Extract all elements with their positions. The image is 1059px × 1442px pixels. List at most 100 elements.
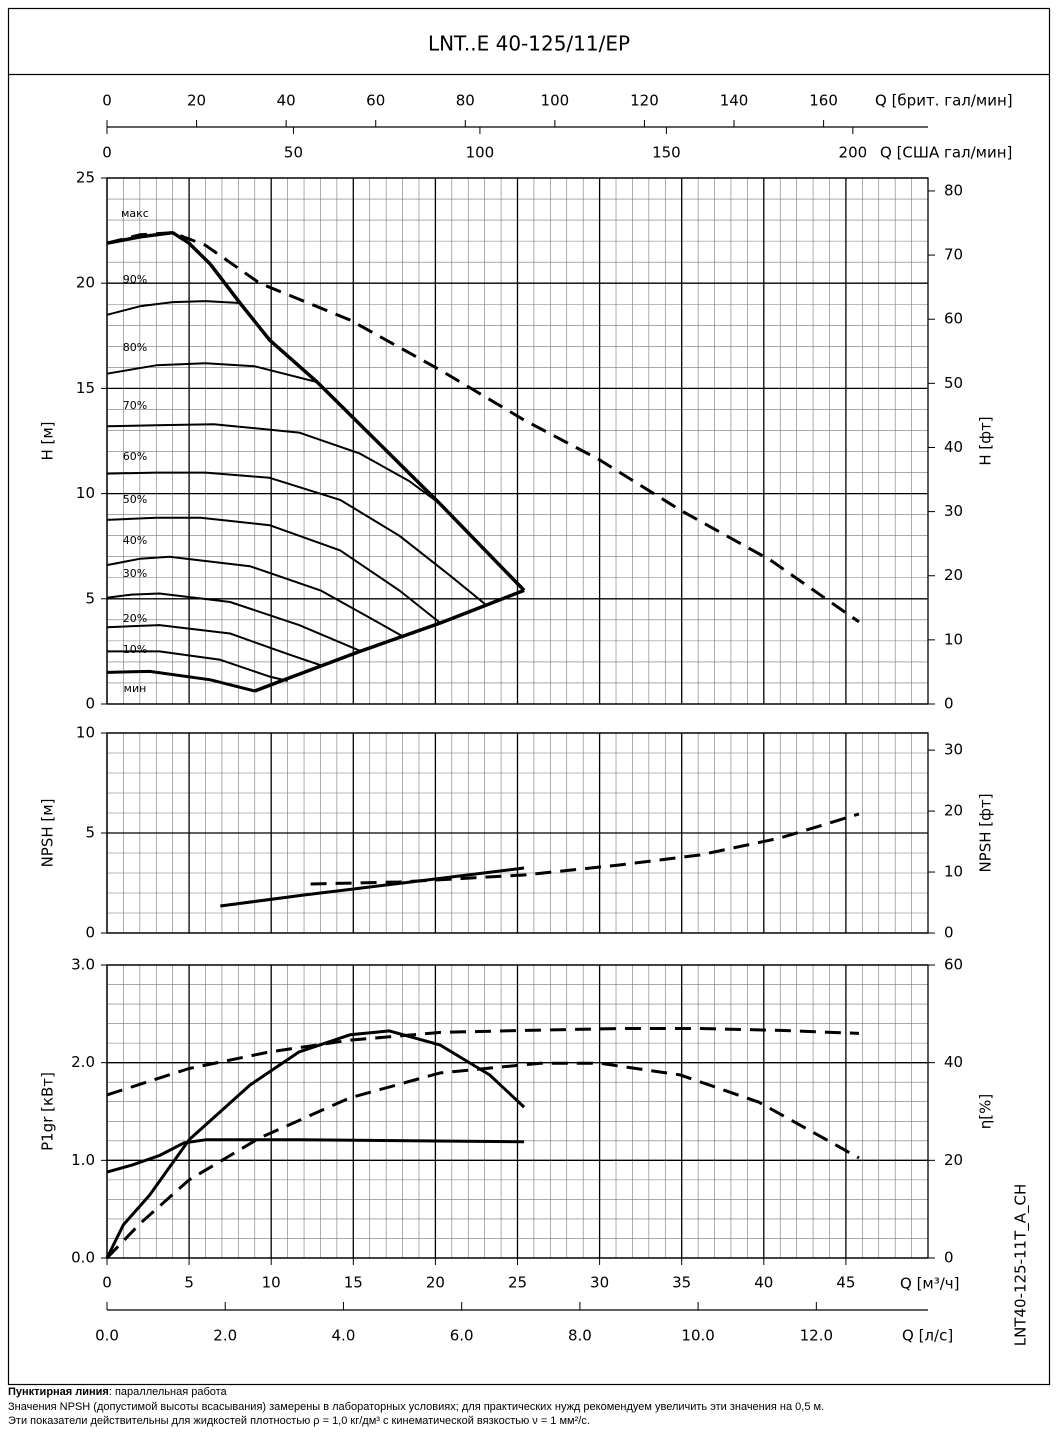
y-tick-label: 2.0 xyxy=(71,1053,95,1071)
curve-label: 50% xyxy=(123,493,147,506)
y-tick-label: 10 xyxy=(76,484,95,502)
x-tick-label: 20 xyxy=(426,1274,445,1292)
y2-tick-label: 40 xyxy=(944,1053,963,1071)
curve xyxy=(106,231,860,624)
curve-label: 60% xyxy=(123,450,147,463)
curve xyxy=(106,555,404,638)
sheet-frame xyxy=(7,7,1051,1386)
y2-tick-label: 50 xyxy=(944,374,963,392)
top-axis-tick-label: 80 xyxy=(456,92,475,110)
curve xyxy=(106,624,323,667)
curve xyxy=(106,516,441,624)
x-axis-label: Q [м³/ч] xyxy=(900,1275,960,1293)
curve-label: 80% xyxy=(123,341,147,354)
bottom-axis-tick-label: 12.0 xyxy=(800,1327,833,1345)
top-axis-tick-label: 0 xyxy=(102,92,112,110)
y2-tick-label: 10 xyxy=(944,863,963,881)
y2-tick-label: 0 xyxy=(944,695,954,713)
y2-tick-label: 0 xyxy=(944,1249,954,1267)
curve-label: 30% xyxy=(123,567,147,580)
curve-label: 90% xyxy=(123,273,147,286)
curve-label: 20% xyxy=(123,612,147,625)
y2-tick-label: 70 xyxy=(944,246,963,264)
curve-label: 70% xyxy=(123,399,147,412)
curve xyxy=(220,866,525,908)
top-axis-tick-label: 100 xyxy=(466,144,495,162)
y2-tick-label: 10 xyxy=(944,630,963,648)
title: LNT..E 40-125/11/EP xyxy=(428,32,630,56)
bottom-axis-tick-label: 2.0 xyxy=(213,1327,237,1345)
y2-tick-label: 80 xyxy=(944,181,963,199)
y2-tick-label: 60 xyxy=(944,956,963,974)
x-tick-label: 40 xyxy=(754,1274,773,1292)
footer-note: Значения NPSH (допустимой высоты всасыва… xyxy=(8,1401,824,1413)
bottom-axis-label: Q [л/с] xyxy=(902,1327,953,1345)
x-tick-label: 10 xyxy=(262,1274,281,1292)
y2-axis-label: NPSH [фт] xyxy=(977,793,995,872)
curve-label: макс xyxy=(121,207,149,220)
top-axis-tick-label: 60 xyxy=(366,92,385,110)
y-tick-label: 0.0 xyxy=(71,1249,95,1267)
y-tick-label: 0 xyxy=(85,924,95,942)
top-axis-tick-label: 0 xyxy=(102,144,112,162)
footer-line: Пунктирная линия: параллельная работа xyxy=(8,1386,228,1398)
curve xyxy=(106,362,318,384)
y-tick-label: 3.0 xyxy=(71,956,95,974)
x-tick-label: 45 xyxy=(836,1274,855,1292)
top-axis-tick-label: 100 xyxy=(541,92,570,110)
top-axis-tick-label: 40 xyxy=(277,92,296,110)
y-axis-label: NPSH [м] xyxy=(39,799,57,868)
y2-tick-label: 0 xyxy=(944,924,954,942)
efficiency-curve xyxy=(105,1029,526,1259)
curve-label: 40% xyxy=(123,534,147,547)
footer-note: Эти показатели действительны для жидкост… xyxy=(8,1415,590,1427)
efficiency-curve xyxy=(105,1061,860,1260)
bottom-axis-tick-label: 6.0 xyxy=(450,1327,474,1345)
y2-tick-label: 20 xyxy=(944,566,963,584)
y2-tick-label: 40 xyxy=(944,438,963,456)
y-tick-label: 5 xyxy=(85,589,95,607)
curve xyxy=(106,230,212,266)
y-tick-label: 10 xyxy=(76,724,95,742)
y-tick-label: 25 xyxy=(76,169,95,187)
curve xyxy=(106,1027,860,1097)
top-axis-tick-label: 50 xyxy=(284,144,303,162)
bottom-axis-tick-label: 8.0 xyxy=(568,1327,592,1345)
curve xyxy=(106,300,241,316)
top-axis-tick-label: 20 xyxy=(187,92,206,110)
curve xyxy=(106,471,487,606)
top-axis-tick-label: 140 xyxy=(720,92,749,110)
y2-tick-label: 20 xyxy=(944,802,963,820)
y2-tick-label: 60 xyxy=(944,310,963,328)
y2-tick-label: 20 xyxy=(944,1151,963,1169)
top-axis-tick-label: 200 xyxy=(839,144,868,162)
plot-frame xyxy=(106,177,929,705)
y-tick-label: 15 xyxy=(76,379,95,397)
y2-tick-label: 30 xyxy=(944,502,963,520)
y-tick-label: 5 xyxy=(85,824,95,842)
curve xyxy=(106,423,441,505)
curve xyxy=(106,592,362,653)
x-tick-label: 5 xyxy=(184,1274,194,1292)
x-tick-label: 15 xyxy=(344,1274,363,1292)
x-tick-label: 25 xyxy=(508,1274,527,1292)
curve-label: мин xyxy=(124,682,147,695)
curve xyxy=(106,1138,525,1174)
y-tick-label: 20 xyxy=(76,274,95,292)
curve xyxy=(310,812,860,886)
top-axis-tick-label: 150 xyxy=(652,144,681,162)
top-axis-tick-label: 160 xyxy=(809,92,838,110)
x-tick-label: 0 xyxy=(102,1274,112,1292)
y2-tick-label: 30 xyxy=(944,741,963,759)
y2-axis-label: H [фт] xyxy=(977,416,995,465)
bottom-axis-tick-label: 0.0 xyxy=(95,1327,119,1345)
footer-term: Пунктирная линия xyxy=(8,1386,109,1398)
y2-axis-label: η[%] xyxy=(977,1094,995,1129)
curve xyxy=(209,263,526,592)
x-tick-label: 35 xyxy=(672,1274,691,1292)
y-tick-label: 0 xyxy=(85,695,95,713)
y-tick-label: 1.0 xyxy=(71,1151,95,1169)
curve xyxy=(106,669,256,693)
top-axis-label: Q [США гал/мин] xyxy=(880,144,1012,162)
